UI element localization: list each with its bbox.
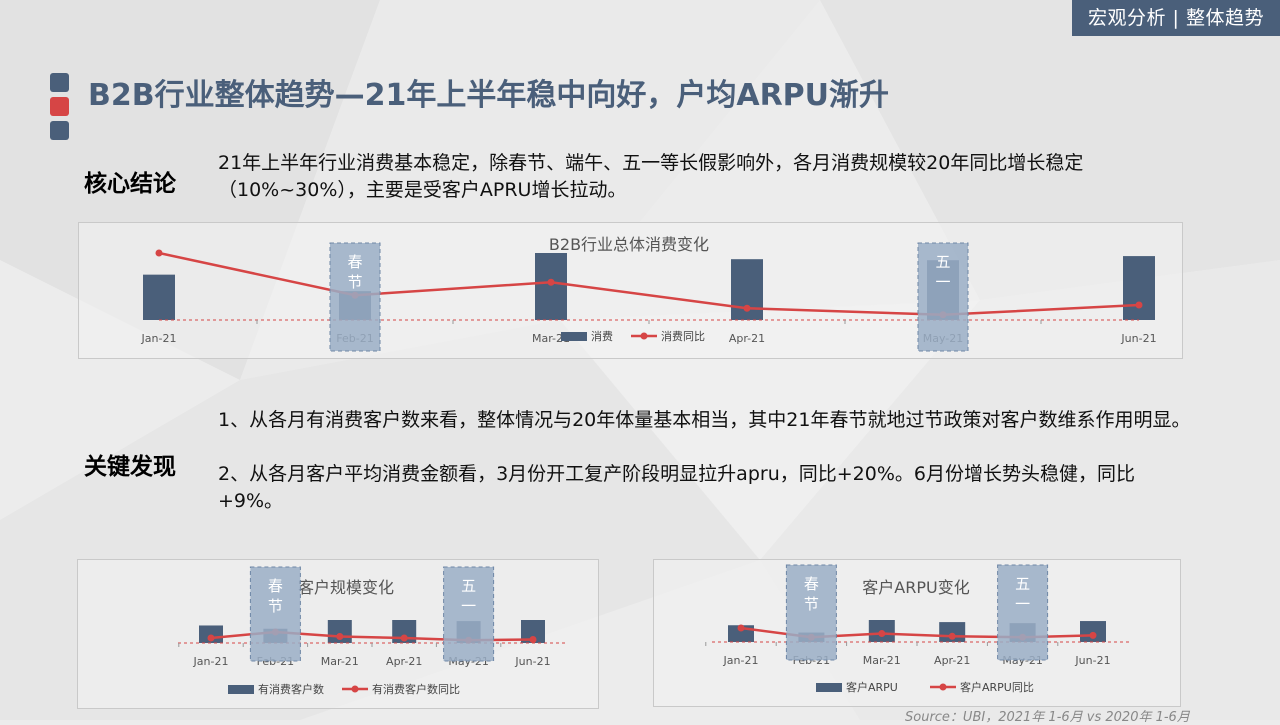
total-consumption-chart: B2B行业总体消费变化Jan-21Feb-21Mar-21Apr-21May-2… xyxy=(78,222,1183,359)
legend-bar-swatch xyxy=(561,332,587,341)
trend-point xyxy=(948,632,956,640)
x-tick-label: Jun-21 xyxy=(1074,654,1110,667)
bar xyxy=(1123,256,1155,320)
holiday-highlight xyxy=(443,566,495,662)
legend-bar-label: 消费 xyxy=(591,329,613,343)
total-consumption-chart-svg: B2B行业总体消费变化Jan-21Feb-21Mar-21Apr-21May-2… xyxy=(141,235,1157,352)
trend-point xyxy=(547,278,555,286)
title-marker xyxy=(50,97,69,116)
holiday-label: 五 xyxy=(1015,575,1030,593)
trend-line xyxy=(158,251,1140,317)
legend-bar-label: 客户ARPU xyxy=(846,680,898,694)
finding-item-2: 2、从各月客户平均消费金额看，3月份开工复产阶段明显拉升apru，同比+20%。… xyxy=(218,463,1135,512)
trend-point xyxy=(737,624,745,632)
chart-title: 客户ARPU变化 xyxy=(862,578,969,597)
trend-point xyxy=(529,636,537,643)
x-tick-label: Jan-21 xyxy=(723,654,759,667)
legend-line-label: 消费同比 xyxy=(661,329,705,343)
holiday-label: 五 xyxy=(935,253,950,271)
customer-scale-chart: 客户规模变化Jan-21Feb-21Mar-21Apr-21May-21Jun-… xyxy=(77,559,599,709)
page-title: B2B行业整体趋势—21年上半年稳中向好，户均ARPU渐升 xyxy=(88,78,890,113)
holiday-label: 春 xyxy=(268,577,283,595)
holiday-highlight xyxy=(785,564,837,661)
x-tick-label: Mar-21 xyxy=(863,654,901,667)
legend-line-label: 有消费客户数同比 xyxy=(372,682,460,696)
trend-point xyxy=(1089,631,1097,639)
core-conclusion-text: 21年上半年行业消费基本稳定，除春节、端午、五一等长假影响外，各月消费规模较20… xyxy=(218,152,1084,201)
legend-line-label: 客户ARPU同比 xyxy=(960,680,1034,694)
key-findings-label: 关键发现 xyxy=(84,454,176,480)
x-tick-label: Mar-21 xyxy=(532,332,570,345)
legend-bar-swatch xyxy=(816,683,842,692)
legend-bar-label: 有消费客户数 xyxy=(258,682,324,696)
x-tick-label: Jun-21 xyxy=(1120,332,1156,345)
holiday-label: 节 xyxy=(268,597,283,615)
section-tag: 宏观分析 | 整体趋势 xyxy=(1072,0,1280,36)
x-tick-label: Apr-21 xyxy=(386,655,422,668)
trend-point xyxy=(207,634,215,642)
holiday-highlight xyxy=(249,566,301,662)
customer-scale-chart-svg: 客户规模变化Jan-21Feb-21Mar-21Apr-21May-21Jun-… xyxy=(178,566,565,696)
x-tick-label: Apr-21 xyxy=(729,332,765,345)
source-note: Source：UBI，2021年 1-6月 vs 2020年 1-6月 xyxy=(905,710,1190,725)
chart-title: B2B行业总体消费变化 xyxy=(549,235,709,254)
holiday-label: 节 xyxy=(347,273,362,291)
chart-title: 客户规模变化 xyxy=(298,578,394,597)
holiday-label: 节 xyxy=(804,595,819,613)
legend-bar-swatch xyxy=(228,685,254,694)
bar xyxy=(535,253,567,320)
bar xyxy=(143,274,175,320)
x-tick-label: Jan-21 xyxy=(141,332,177,345)
core-conclusion-label: 核心结论 xyxy=(84,171,176,197)
holiday-label: 五 xyxy=(461,577,476,595)
holiday-highlight xyxy=(329,242,381,352)
holiday-label: 春 xyxy=(347,253,362,271)
x-tick-label: Mar-21 xyxy=(321,655,359,668)
holiday-highlight xyxy=(917,242,969,352)
trend-point xyxy=(336,633,344,640)
trend-point xyxy=(400,634,408,642)
trend-point xyxy=(743,304,751,312)
title-marker xyxy=(50,121,69,140)
bar xyxy=(521,620,545,643)
legend-line-marker xyxy=(351,685,359,693)
holiday-highlight xyxy=(997,564,1049,661)
x-tick-label: Jan-21 xyxy=(193,655,229,668)
finding-item-1: 1、从各月有消费客户数来看，整体情况与20年体量基本相当，其中21年春节就地过节… xyxy=(218,409,1191,431)
customer-arpu-chart-svg: 客户ARPU变化Jan-21Feb-21Mar-21Apr-21May-21Ju… xyxy=(705,564,1130,694)
holiday-label: 春 xyxy=(804,575,819,593)
holiday-label: 一 xyxy=(461,597,476,615)
customer-arpu-chart: 客户ARPU变化Jan-21Feb-21Mar-21Apr-21May-21Ju… xyxy=(653,559,1181,707)
legend-line-marker xyxy=(939,683,947,691)
trend-point xyxy=(155,249,163,257)
holiday-label: 一 xyxy=(935,273,950,291)
title-marker xyxy=(50,73,69,92)
holiday-label: 一 xyxy=(1015,595,1030,613)
x-tick-label: Jun-21 xyxy=(514,655,550,668)
legend-line-marker xyxy=(640,332,648,340)
trend-point xyxy=(878,630,886,638)
x-tick-label: Apr-21 xyxy=(934,654,970,667)
trend-point xyxy=(1135,301,1143,309)
